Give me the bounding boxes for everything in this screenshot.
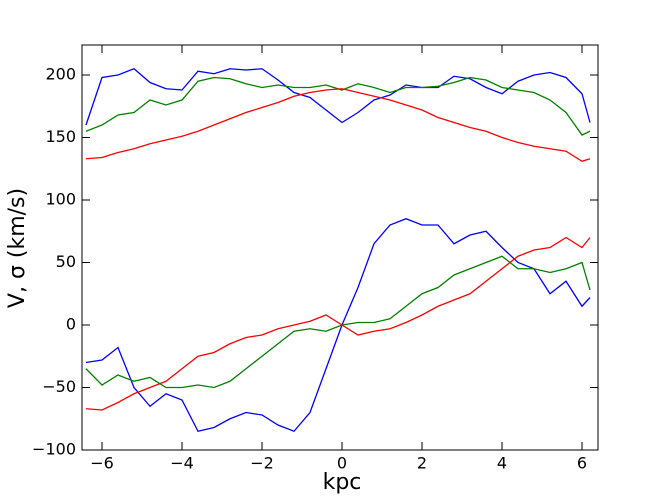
x-tick-label: −6 [90, 454, 114, 473]
x-axis-label: kpc [323, 470, 362, 495]
data-line [85, 88, 591, 162]
x-tick-label: 0 [337, 454, 347, 473]
y-tick-label: 150 [45, 127, 76, 146]
y-axis-label: V, σ (km/s) [5, 188, 30, 308]
x-tick-label: −4 [170, 454, 194, 473]
plot-frame [81, 44, 599, 451]
y-tick-label: −50 [42, 377, 76, 396]
x-tick-label: 6 [577, 454, 587, 473]
y-tick-label: 200 [45, 65, 76, 84]
x-tick-label: −2 [250, 454, 274, 473]
y-tick-label: 100 [45, 190, 76, 209]
data-line [85, 76, 591, 136]
data-line [85, 68, 591, 126]
data-line [85, 236, 591, 411]
y-tick-label: 50 [56, 252, 76, 271]
y-tick-label: −100 [32, 440, 76, 459]
x-tick-label: 2 [417, 454, 427, 473]
x-tick-label: 4 [497, 454, 507, 473]
data-line [85, 218, 591, 433]
y-tick-label: 0 [66, 315, 76, 334]
